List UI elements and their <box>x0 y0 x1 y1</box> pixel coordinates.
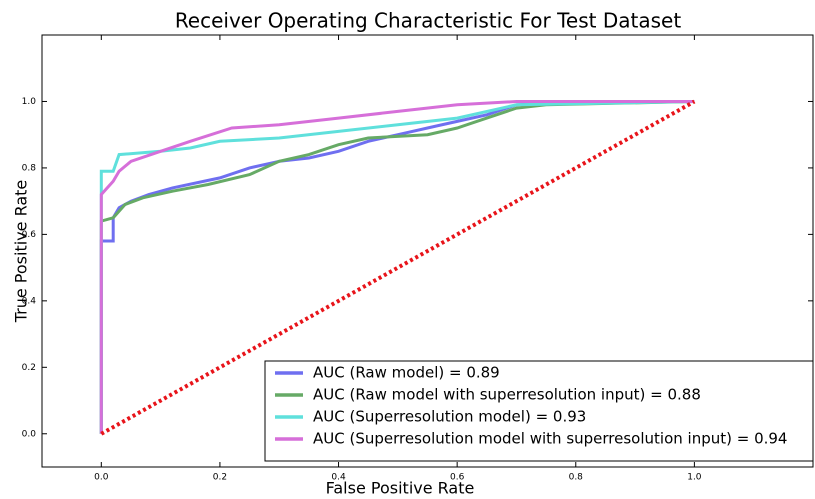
y-tick-label: 0.8 <box>22 163 37 173</box>
roc-curve <box>99 100 695 434</box>
y-tick-label: 0.6 <box>22 230 37 240</box>
y-tick-label: 1.0 <box>22 97 37 107</box>
y-tick-label: 0.2 <box>22 363 36 373</box>
y-axis-label: True Positive Rate <box>12 180 31 324</box>
plot-frame <box>41 34 814 468</box>
x-tick-label: 0.2 <box>213 473 227 483</box>
x-tick-label: 0.6 <box>450 473 465 483</box>
chart-title: Receiver Operating Characteristic For Te… <box>175 9 682 33</box>
legend-box <box>264 360 814 462</box>
roc-curve <box>99 100 695 434</box>
roc-curve <box>99 100 695 434</box>
chance-line <box>100 99 696 436</box>
legend: AUC (Raw model) = 0.89 AUC (Raw model wit… <box>264 360 814 462</box>
x-tick-label: 0.4 <box>331 473 346 483</box>
y-tick-label: 0.0 <box>22 429 37 439</box>
legend-label: AUC (Superresolution model with superres… <box>313 430 787 448</box>
legend-label: AUC (Raw model) = 0.89 <box>313 364 500 382</box>
x-tick-label: 1.0 <box>687 473 702 483</box>
legend-label: AUC (Raw model with superresolution inpu… <box>313 386 701 404</box>
x-axis-label: False Positive Rate <box>326 479 475 498</box>
legend-label: AUC (Superresolution model) = 0.93 <box>313 408 586 426</box>
x-tick-label: 0.8 <box>569 473 584 483</box>
x-tick-label: 0.0 <box>94 473 109 483</box>
y-tick-label: 0.4 <box>22 296 37 306</box>
